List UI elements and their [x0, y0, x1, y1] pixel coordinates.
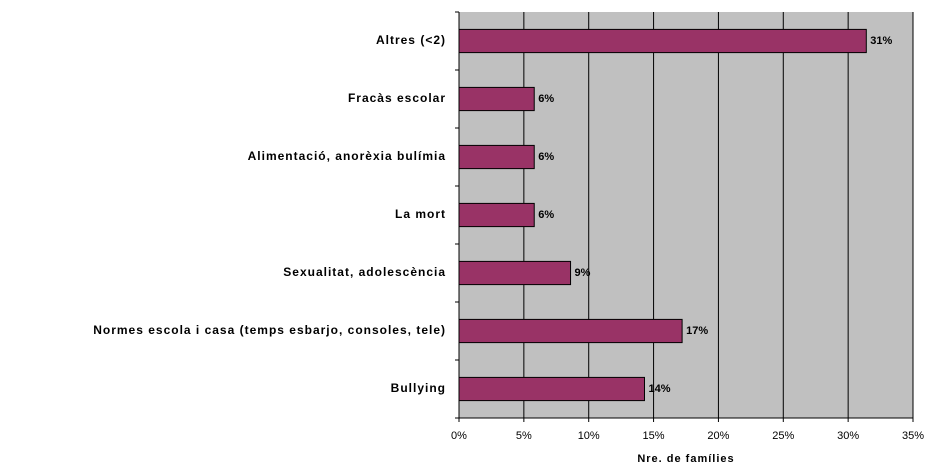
y-tick-label: Alimentació, anorèxia bulímia: [248, 149, 446, 163]
x-tick-label: 0%: [451, 430, 467, 442]
x-tick-label: 10%: [578, 430, 600, 442]
x-tick-label: 20%: [707, 430, 729, 442]
y-tick-label: Altres (<2): [376, 33, 446, 47]
value-label: 14%: [648, 383, 670, 395]
bar: [458, 202, 535, 228]
value-label: 6%: [538, 151, 554, 163]
bar: [458, 28, 867, 54]
value-label: 17%: [686, 325, 708, 337]
bar: [458, 144, 535, 170]
value-label: 9%: [575, 267, 591, 279]
x-tick-label: 25%: [772, 430, 794, 442]
x-tick-label: 35%: [902, 430, 924, 442]
y-tick-label: Fracàs escolar: [348, 91, 446, 105]
x-axis-label: Nre. de famílies: [637, 453, 734, 465]
y-tick-label: Normes escola i casa (temps esbarjo, con…: [93, 323, 446, 337]
x-tick-label: 15%: [643, 430, 665, 442]
bar: [458, 260, 572, 286]
value-label: 6%: [538, 209, 554, 221]
y-tick-label: Bullying: [391, 381, 446, 395]
y-tick-label: La mort: [395, 207, 446, 221]
y-tick-label: Sexualitat, adolescència: [283, 265, 446, 279]
x-tick-label: 30%: [837, 430, 859, 442]
value-label: 31%: [870, 35, 892, 47]
x-tick-label: 5%: [516, 430, 532, 442]
bar: [458, 86, 535, 112]
bar: [458, 376, 645, 402]
bar: [458, 318, 683, 344]
value-label: 6%: [538, 93, 554, 105]
